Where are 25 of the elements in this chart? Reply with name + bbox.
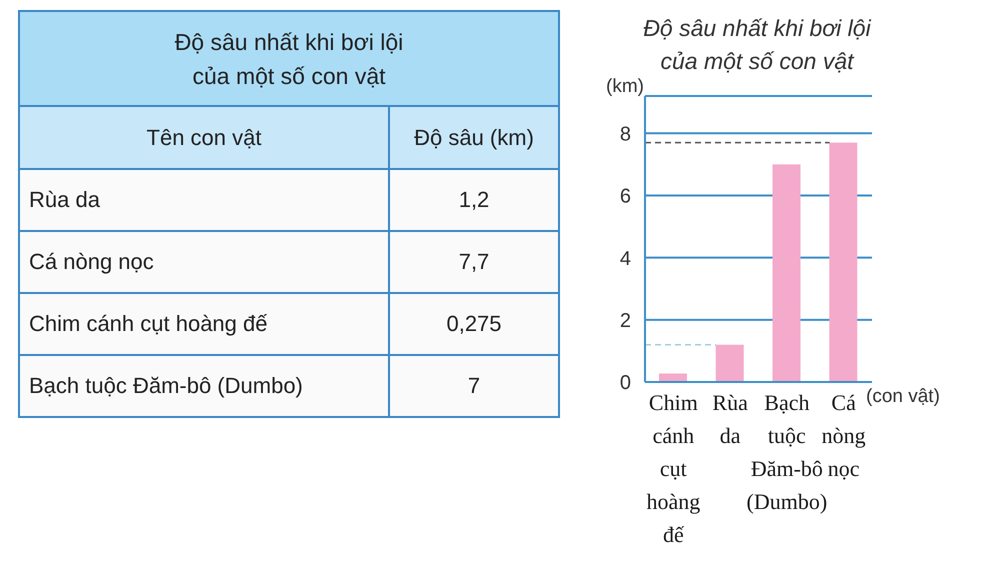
bar <box>772 164 800 382</box>
data-label: 7 <box>389 355 559 417</box>
x-tick-label: Rùa da <box>712 390 748 448</box>
x-tick-label: Cá nòng nọc <box>822 390 866 481</box>
text: Độ sâu nhất khi bơi lội của một số con vật <box>174 28 404 90</box>
bar <box>829 142 858 382</box>
data-label: 0,275 <box>389 293 559 355</box>
category-label: Chim cánh cụt hoàng đế <box>19 293 389 355</box>
y-axis-title: (km) <box>605 76 644 98</box>
x-tick-label: Chim cánh cụt hoàng đế <box>646 390 700 547</box>
data-label: 7,7 <box>389 231 559 293</box>
category-label: Rùa da <box>19 169 389 231</box>
y-tick-label: 2 <box>620 310 631 332</box>
category-label: Bạch tuộc Đăm-bô (Dumbo) <box>19 355 389 417</box>
x-axis-title: (con vật) <box>866 386 940 408</box>
bar <box>716 344 744 382</box>
chart-title: Độ sâu nhất khi bơi lội của một số con vật <box>643 15 871 74</box>
data-label: 1,2 <box>389 169 559 231</box>
text: Tên con vật <box>19 106 389 169</box>
y-tick-label: 6 <box>620 186 631 208</box>
y-tick-label: 4 <box>620 248 631 270</box>
y-tick-label: 0 <box>620 372 631 394</box>
text: Độ sâu (km) <box>389 106 559 169</box>
category-label: Cá nòng nọc <box>19 231 389 293</box>
y-tick-label: 8 <box>620 123 631 146</box>
